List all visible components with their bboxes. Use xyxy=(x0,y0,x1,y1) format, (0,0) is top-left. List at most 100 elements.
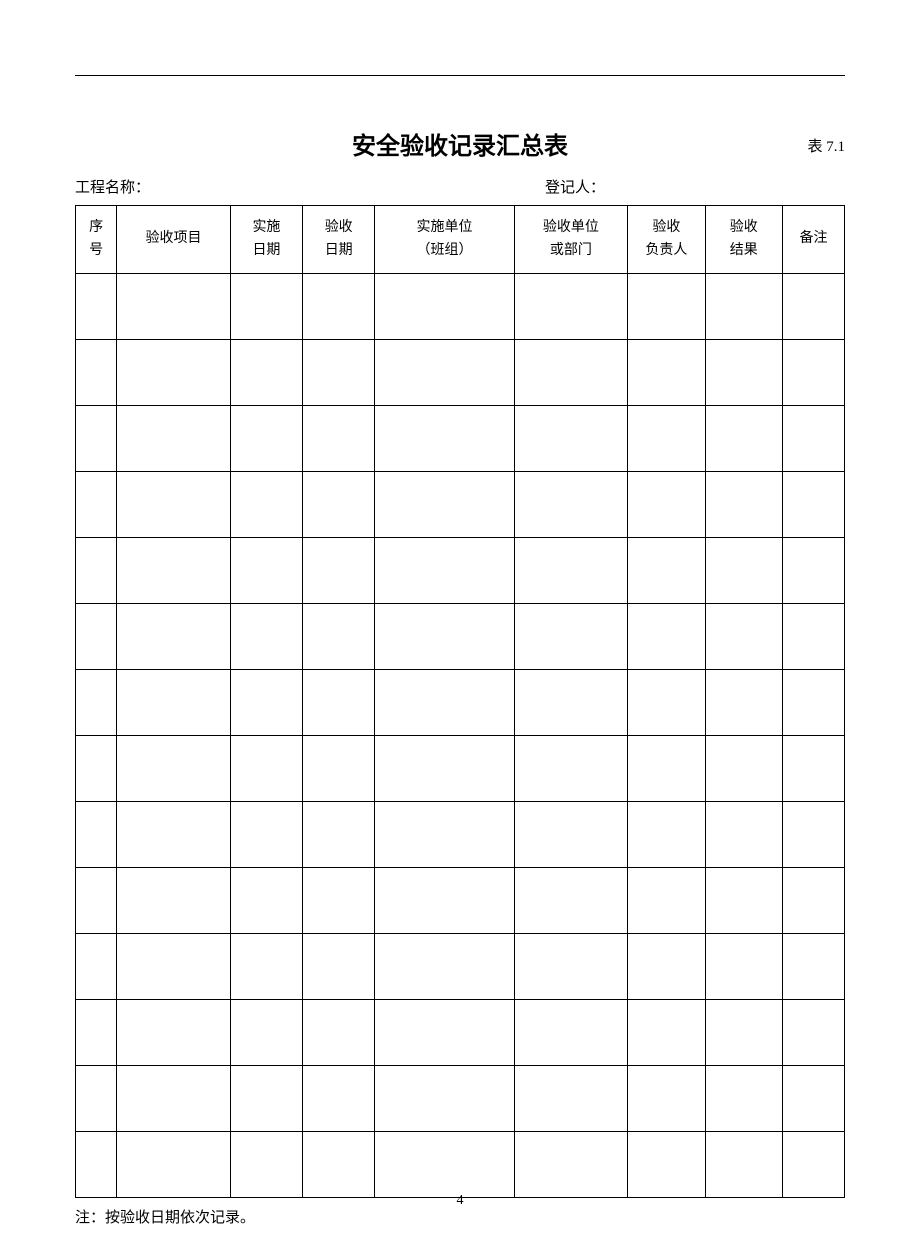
table-cell xyxy=(303,340,375,406)
table-row xyxy=(76,472,845,538)
table-cell xyxy=(783,1000,845,1066)
table-number: 表 7.1 xyxy=(807,135,845,156)
table-cell xyxy=(375,934,514,1000)
table-cell xyxy=(117,802,231,868)
table-cell xyxy=(303,736,375,802)
table-cell xyxy=(230,406,302,472)
table-cell xyxy=(303,604,375,670)
table-cell xyxy=(705,604,782,670)
title-row: 安全验收记录汇总表 表 7.1 xyxy=(75,126,845,156)
table-cell xyxy=(514,538,628,604)
table-cell xyxy=(705,736,782,802)
table-cell xyxy=(514,1000,628,1066)
table-cell xyxy=(76,736,117,802)
table-cell xyxy=(514,802,628,868)
main-title: 安全验收记录汇总表 xyxy=(75,126,845,161)
table-cell xyxy=(514,670,628,736)
project-name-label: 工程名称： xyxy=(75,176,545,197)
table-cell xyxy=(375,802,514,868)
table-cell xyxy=(230,1000,302,1066)
table-cell xyxy=(705,340,782,406)
table-cell xyxy=(230,934,302,1000)
table-cell xyxy=(375,868,514,934)
table-cell xyxy=(76,670,117,736)
table-cell xyxy=(514,934,628,1000)
table-row xyxy=(76,736,845,802)
table-row xyxy=(76,604,845,670)
table-cell xyxy=(514,868,628,934)
table-cell xyxy=(303,406,375,472)
table-cell xyxy=(76,1000,117,1066)
table-cell xyxy=(628,406,705,472)
table-cell xyxy=(783,670,845,736)
table-header-row: 序号验收项目实施日期验收日期实施单位（班组）验收单位或部门验收负责人验收结果备注 xyxy=(76,206,845,274)
table-header-cell: 验收结果 xyxy=(705,206,782,274)
table-cell xyxy=(375,406,514,472)
table-cell xyxy=(783,736,845,802)
table-cell xyxy=(76,934,117,1000)
summary-table: 序号验收项目实施日期验收日期实施单位（班组）验收单位或部门验收负责人验收结果备注 xyxy=(75,205,845,1198)
page-container: 安全验收记录汇总表 表 7.1 工程名称： 登记人： 序号验收项目实施日期验收日… xyxy=(0,0,920,1239)
table-row xyxy=(76,538,845,604)
table-cell xyxy=(303,868,375,934)
table-header-cell: 实施日期 xyxy=(230,206,302,274)
table-cell xyxy=(628,340,705,406)
table-cell xyxy=(230,472,302,538)
table-cell xyxy=(303,472,375,538)
table-cell xyxy=(514,1132,628,1198)
table-row xyxy=(76,1000,845,1066)
table-cell xyxy=(705,670,782,736)
table-cell xyxy=(303,274,375,340)
table-cell xyxy=(783,340,845,406)
table-cell xyxy=(705,472,782,538)
table-cell xyxy=(705,1000,782,1066)
table-cell xyxy=(783,1132,845,1198)
table-cell xyxy=(783,868,845,934)
table-cell xyxy=(783,934,845,1000)
table-row xyxy=(76,340,845,406)
table-cell xyxy=(230,538,302,604)
table-cell xyxy=(117,1132,231,1198)
table-cell xyxy=(375,274,514,340)
table-cell xyxy=(628,736,705,802)
table-cell xyxy=(230,604,302,670)
info-row: 工程名称： 登记人： xyxy=(75,176,845,197)
table-header-cell: 验收单位或部门 xyxy=(514,206,628,274)
table-cell xyxy=(76,538,117,604)
table-cell xyxy=(117,868,231,934)
table-cell xyxy=(117,736,231,802)
table-row xyxy=(76,868,845,934)
table-cell xyxy=(76,604,117,670)
page-number: 4 xyxy=(0,1193,920,1209)
table-cell xyxy=(117,1000,231,1066)
table-header-cell: 序号 xyxy=(76,206,117,274)
table-cell xyxy=(375,604,514,670)
table-cell xyxy=(117,340,231,406)
table-cell xyxy=(117,472,231,538)
table-cell xyxy=(117,1066,231,1132)
table-cell xyxy=(375,670,514,736)
table-cell xyxy=(705,1066,782,1132)
table-cell xyxy=(117,538,231,604)
table-cell xyxy=(117,274,231,340)
table-cell xyxy=(117,604,231,670)
table-cell xyxy=(375,340,514,406)
table-cell xyxy=(303,670,375,736)
table-cell xyxy=(76,472,117,538)
table-cell xyxy=(705,868,782,934)
table-cell xyxy=(705,538,782,604)
table-cell xyxy=(628,934,705,1000)
table-cell xyxy=(628,868,705,934)
table-cell xyxy=(783,604,845,670)
table-cell xyxy=(230,274,302,340)
table-cell xyxy=(705,406,782,472)
table-cell xyxy=(628,604,705,670)
table-cell xyxy=(514,406,628,472)
table-row xyxy=(76,802,845,868)
table-row xyxy=(76,274,845,340)
table-cell xyxy=(514,604,628,670)
table-cell xyxy=(303,1066,375,1132)
table-row xyxy=(76,1132,845,1198)
registrar-label: 登记人： xyxy=(545,176,845,197)
table-cell xyxy=(628,670,705,736)
